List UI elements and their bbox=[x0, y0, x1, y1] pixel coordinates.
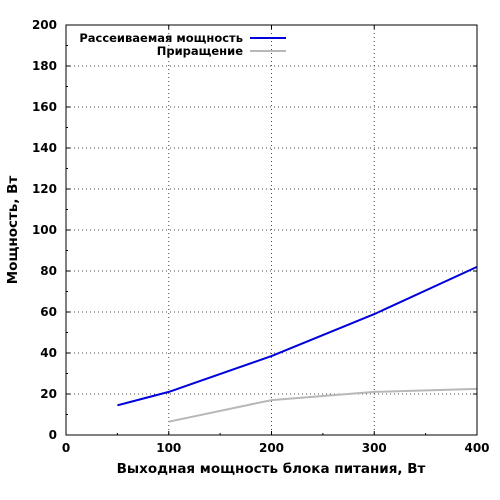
series-lines bbox=[117, 265, 478, 423]
y-tick-label: 80 bbox=[40, 264, 57, 278]
y-tick-label: 180 bbox=[32, 59, 57, 73]
y-tick-label: 200 bbox=[32, 18, 57, 32]
grid bbox=[66, 25, 477, 435]
x-tick-label: 100 bbox=[156, 441, 181, 455]
x-tick-labels: 0 100 200 300 400 bbox=[62, 441, 490, 455]
y-tick-label: 60 bbox=[40, 305, 57, 319]
y-tick-label: 0 bbox=[49, 428, 57, 442]
y-tick-label: 20 bbox=[40, 387, 57, 401]
legend-label: Приращение bbox=[157, 44, 243, 58]
series-line-1 bbox=[117, 265, 478, 407]
x-tick-label: 300 bbox=[362, 441, 387, 455]
y-tick-labels: 0 20 40 60 80 100 120 140 160 180 200 bbox=[32, 18, 57, 442]
x-axis-title: Выходная мощность блока питания, Вт bbox=[117, 461, 426, 477]
y-tick-label: 100 bbox=[32, 223, 57, 237]
y-tick-label: 140 bbox=[32, 141, 57, 155]
legend-label: Рассеиваемая мощность bbox=[79, 31, 243, 45]
series-line-2 bbox=[168, 387, 478, 423]
y-tick-label: 40 bbox=[40, 346, 57, 360]
x-tick-label: 200 bbox=[259, 441, 284, 455]
x-tick-label: 0 bbox=[62, 441, 70, 455]
plot-frame bbox=[65, 24, 478, 436]
x-tick-label: 400 bbox=[464, 441, 489, 455]
y-axis-title: Мощность, Вт bbox=[5, 176, 21, 285]
y-tick-label: 120 bbox=[32, 182, 57, 196]
y-tick-label: 160 bbox=[32, 100, 57, 114]
